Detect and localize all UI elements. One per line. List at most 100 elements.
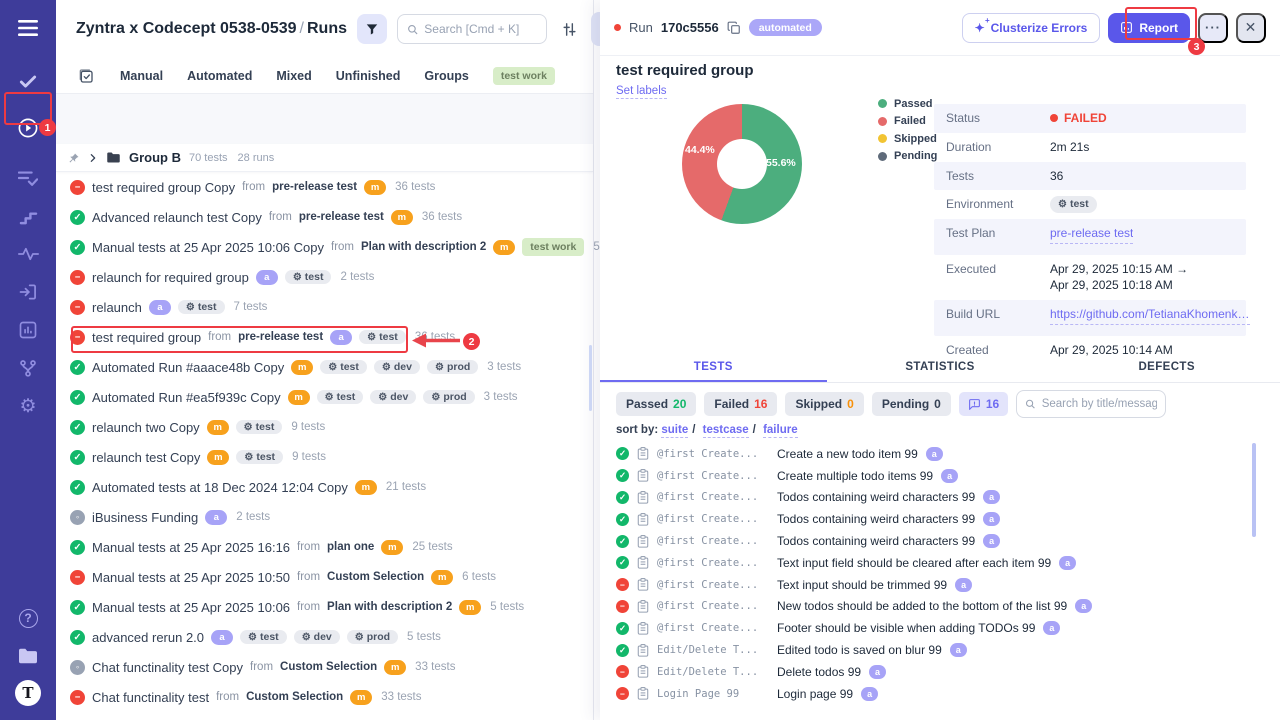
branches-icon[interactable] [14, 354, 42, 382]
status-passed-icon: ✓ [70, 449, 85, 465]
env-name: test [1069, 198, 1089, 211]
tab-defects[interactable]: DEFECTS [1138, 361, 1195, 373]
report-button[interactable]: Report [1108, 12, 1190, 43]
tab-manual[interactable]: Manual [120, 68, 164, 83]
runs-list: − test required group Copy from pre-release… [56, 172, 627, 712]
run-list-item[interactable]: ✓ Automated tests at 18 Dec 2024 12:04 Co… [56, 472, 593, 502]
adjustments-icon[interactable] [557, 17, 581, 41]
more-button[interactable]: ··· [1198, 12, 1228, 43]
tab-groups[interactable]: Groups [424, 68, 469, 83]
run-list-item[interactable]: ✓ advanced rerun 2.0 a ⚙ test ⚙ dev ⚙ prod 5 test… [56, 622, 593, 652]
status-passed-icon: ✓ [70, 539, 85, 555]
tab-label-badge[interactable]: test work [492, 66, 555, 85]
run-list-item[interactable]: ✓ Automated Run #aaace48b Copy m ⚙ test ⚙ dev ⚙… [56, 352, 593, 382]
help-icon[interactable]: ? [14, 604, 42, 632]
test-list-item[interactable]: ✓ @first Create... Text input field should… [616, 552, 1256, 574]
close-detail-button[interactable]: ✕ [1236, 12, 1266, 43]
test-list-item[interactable]: ✓ @first Create... Todos containing weird … [616, 530, 1256, 552]
test-list-item[interactable]: ✓ @first Create... Todos containing weird … [616, 487, 1256, 509]
run-title: test required group [616, 62, 754, 79]
sort-link-testcase[interactable]: testcase [702, 424, 749, 438]
run-plan-name[interactable]: Custom Selection [246, 691, 344, 703]
projects-folder-icon[interactable] [14, 642, 42, 670]
test-list-item[interactable]: − @first Create... Text input should be tr… [616, 574, 1256, 596]
chip-skipped[interactable]: Skipped 0 [785, 392, 864, 416]
group-row[interactable]: Group B 70 tests 28 runs [56, 144, 593, 172]
run-list-item[interactable]: ✓ relaunch test Copy m ⚙ test 9 tests [56, 442, 593, 472]
run-list-item[interactable]: − test required group Copy from pre-release… [56, 172, 593, 202]
run-list-item[interactable]: ✓ Manual tests at 25 Apr 2025 16:16 from pl… [56, 532, 593, 562]
run-plan-name[interactable]: Plan with description 2 [327, 601, 453, 613]
pulse-icon[interactable] [14, 240, 42, 268]
comments-chip[interactable]: 16 [958, 392, 1009, 416]
run-plan-name[interactable]: pre-release test [238, 331, 324, 343]
runs-search-input[interactable] [424, 22, 537, 36]
test-list-item[interactable]: ✓ Edit/Delete T... Edited todo is saved on… [616, 639, 1256, 661]
run-list-item[interactable]: − relaunch a ⚙ test 7 tests [56, 292, 593, 322]
clusterize-errors-button[interactable]: ✦ + Clusterize Errors [961, 12, 1101, 43]
list-check-icon[interactable] [14, 164, 42, 192]
runs-search[interactable] [397, 14, 547, 44]
run-list-item[interactable]: ◦ iBusiness Funding a 2 tests [56, 502, 593, 532]
run-plan-name[interactable]: Custom Selection [327, 571, 425, 583]
select-all-icon[interactable] [76, 64, 96, 88]
detail-link[interactable]: https://github.com/TetianaKhomenko/Lo... [1050, 306, 1250, 326]
tab-mixed[interactable]: Mixed [276, 68, 312, 83]
tab-unfinished[interactable]: Unfinished [335, 68, 401, 83]
chip-passed[interactable]: Passed 20 [616, 392, 697, 416]
run-list-item[interactable]: ✓ Manual tests at 25 Apr 2025 10:06 Copy f… [56, 232, 627, 262]
run-list-item[interactable]: − Manual tests at 25 Apr 2025 10:50 from Cu… [56, 562, 593, 592]
profile-avatar[interactable]: T [15, 680, 41, 706]
run-list-item[interactable]: ✓ relaunch two Copy m ⚙ test 9 tests [56, 412, 593, 442]
chip-pending[interactable]: Pending 0 [871, 392, 951, 416]
settings-gear-icon[interactable]: ⚙ [19, 395, 37, 417]
run-plan-name[interactable]: plan one [327, 541, 375, 553]
chip-label: Skipped [795, 397, 843, 411]
test-list-item[interactable]: − Edit/Delete T... Delete todos 99 a [616, 661, 1256, 683]
run-list-item[interactable]: ◦ Chat functinality test Copy from Custom S… [56, 652, 593, 682]
analytics-icon[interactable] [14, 316, 42, 344]
test-list-item[interactable]: ✓ @first Create... Create multiple todo it… [616, 465, 1256, 487]
run-list-item[interactable]: ✓ Advanced relaunch test Copy from pre-rele… [56, 202, 593, 232]
test-list-item[interactable]: − Login Page 99 Login page 99 a [616, 683, 1256, 705]
sort-link-failure[interactable]: failure [763, 424, 798, 438]
run-plan-name[interactable]: Custom Selection [280, 661, 378, 673]
run-plan-name[interactable]: pre-release test [298, 211, 384, 223]
test-list-item[interactable]: ✓ @first Create... Footer should be visibl… [616, 617, 1256, 639]
tests-search-input[interactable] [1041, 398, 1158, 410]
import-icon[interactable] [14, 278, 42, 306]
run-list-item[interactable]: − Chat functinality test from Custom Select… [56, 682, 593, 712]
run-plan-name[interactable]: Plan with description 2 [361, 241, 487, 253]
chevron-right-icon[interactable] [88, 153, 98, 163]
sort-link-suite[interactable]: suite [661, 424, 689, 438]
set-labels-link[interactable]: Set labels [616, 85, 667, 99]
filter-button[interactable] [357, 14, 387, 44]
copy-icon[interactable] [727, 21, 741, 35]
run-list-item[interactable]: ✓ Manual tests at 25 Apr 2025 10:06 from Pl… [56, 592, 593, 622]
status-stopped-icon: ◦ [70, 509, 85, 525]
tab-statistics[interactable]: STATISTICS [905, 361, 975, 373]
tests-search[interactable] [1016, 390, 1167, 418]
annotation-arrow-2 [412, 333, 460, 348]
check-icon[interactable] [14, 68, 42, 96]
chip-count: 0 [847, 397, 854, 411]
runs-play-icon[interactable] [14, 114, 42, 142]
run-label: Run [629, 20, 653, 35]
tab-automated[interactable]: Automated [187, 68, 253, 83]
detail-link[interactable]: pre-release test [1050, 225, 1134, 244]
run-list-item[interactable]: − relaunch for required group a ⚙ test 2 test… [56, 262, 593, 292]
steps-icon[interactable] [14, 202, 42, 230]
test-list-item[interactable]: ✓ @first Create... Todos containing weird … [616, 508, 1256, 530]
run-list-item[interactable]: ✓ Automated Run #ea5f939c Copy m ⚙ test ⚙ dev ⚙… [56, 382, 593, 412]
run-plan-name[interactable]: pre-release test [272, 181, 358, 193]
test-list-item[interactable]: − @first Create... New todos should be add… [616, 596, 1256, 618]
test-list-item[interactable]: ✓ @first Create... Create a new todo item … [616, 443, 1256, 465]
env-name: test [197, 301, 217, 313]
tab-tests[interactable]: TESTS [600, 356, 827, 382]
chip-failed[interactable]: Failed 16 [704, 392, 778, 416]
menu-icon[interactable] [14, 14, 42, 42]
left-scrollbar-thumb[interactable] [589, 345, 592, 411]
right-scrollbar-thumb[interactable] [1252, 443, 1256, 537]
run-list-item[interactable]: − test required group from pre-release test… [56, 322, 593, 352]
